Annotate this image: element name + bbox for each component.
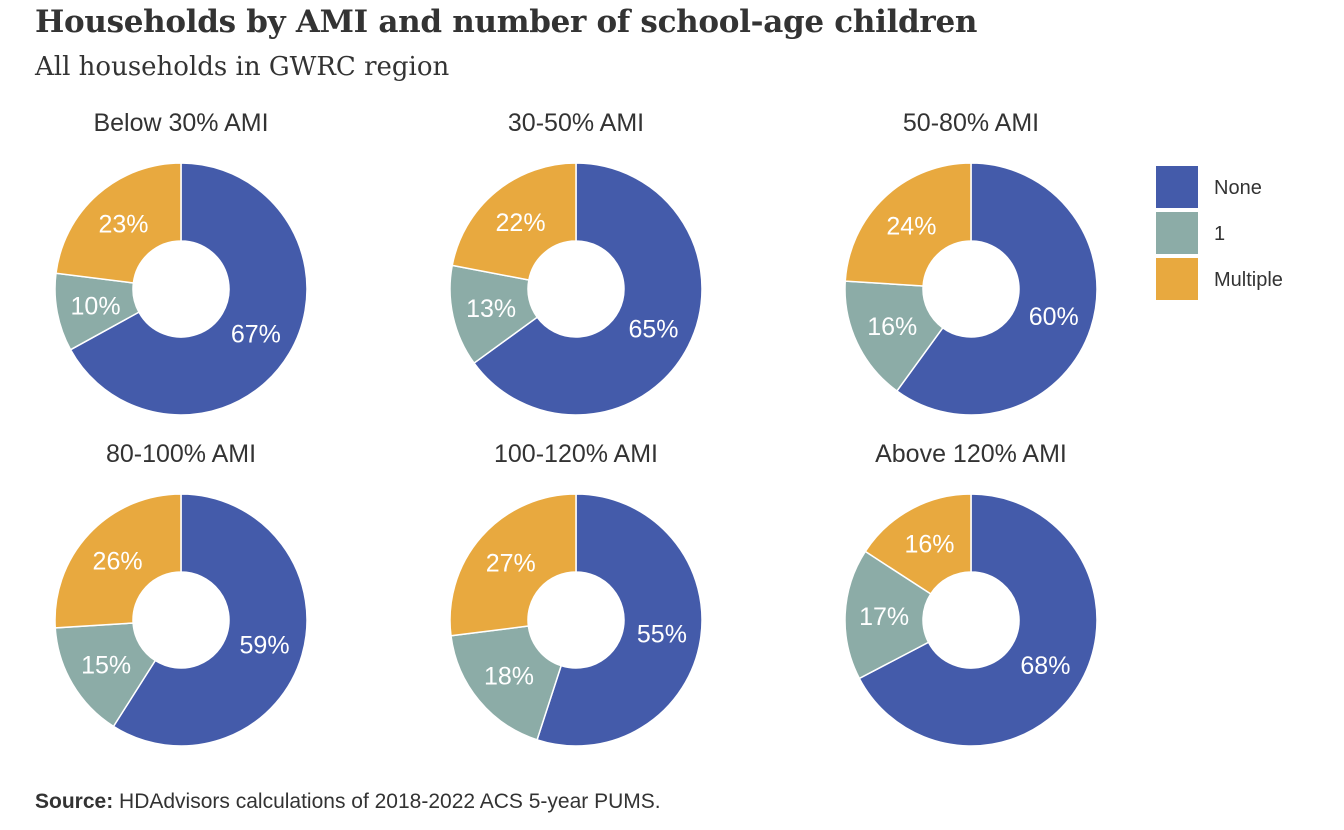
donut-chart-100-120-ami: 100-120% AMI 55% 18% 27% (449, 440, 703, 747)
slice-label-1: 15% (81, 651, 131, 679)
slice-none (895, 162, 1098, 416)
slice-multiple (844, 162, 972, 287)
donut-chart-below-30-ami: Below 30% AMI 67% 10% 23% (54, 109, 308, 416)
slice-label-none: 65% (628, 315, 678, 343)
legend-label-none: None (1214, 177, 1262, 199)
slice-multiple (449, 493, 577, 637)
slice-label-1: 10% (71, 292, 121, 320)
legend: None 1 Multiple (1156, 166, 1283, 300)
slice-multiple (54, 493, 182, 629)
slice-label-1: 13% (466, 295, 516, 323)
slice-label-none: 67% (231, 320, 281, 348)
slice-multiple (864, 493, 972, 595)
slice-1 (449, 264, 539, 365)
chart-subtitle: All households in GWRC region (35, 52, 450, 82)
chart-title: Households by AMI and number of school-a… (35, 4, 978, 40)
slice-none (536, 493, 703, 747)
panel-title: 100-120% AMI (494, 440, 658, 468)
legend-swatch-none (1156, 166, 1198, 208)
slice-label-multiple: 22% (496, 209, 546, 237)
legend-swatch-1 (1156, 212, 1198, 254)
panel-title: Above 120% AMI (875, 440, 1067, 468)
slice-none (112, 493, 308, 747)
slice-label-1: 17% (859, 603, 909, 631)
slice-label-1: 16% (867, 313, 917, 341)
slice-multiple (451, 162, 577, 281)
slice-none (473, 162, 703, 416)
legend-label-multiple: Multiple (1214, 269, 1283, 291)
slice-label-multiple: 16% (904, 531, 954, 559)
legend-swatch-multiple (1156, 258, 1198, 300)
donut-chart-80-100-ami: 80-100% AMI 59% 15% 26% (54, 440, 308, 747)
slice-label-none: 68% (1020, 652, 1070, 680)
slice-1 (54, 622, 157, 728)
slice-label-multiple: 23% (98, 211, 148, 239)
legend-label-1: 1 (1214, 223, 1225, 245)
source-text: HDAdvisors calculations of 2018-2022 ACS… (119, 790, 661, 813)
panel-title: Below 30% AMI (93, 109, 268, 137)
panel-title: 30-50% AMI (508, 109, 644, 137)
donut-chart-50-80-ami: 50-80% AMI 60% 16% 24% (844, 109, 1098, 416)
slice-label-none: 59% (240, 631, 290, 659)
slice-multiple (55, 162, 182, 284)
slice-label-multiple: 24% (886, 213, 936, 241)
slice-none (858, 493, 1098, 747)
slice-1 (844, 280, 944, 392)
donut-chart-above-120-ami: Above 120% AMI 68% 17% 16% (844, 440, 1098, 747)
slice-label-none: 55% (637, 621, 687, 649)
slice-1 (450, 625, 563, 741)
panel-title: 50-80% AMI (903, 109, 1039, 137)
source-label: Source: (35, 790, 114, 813)
slice-none (69, 162, 308, 416)
slice-label-1: 18% (484, 662, 534, 690)
slice-1 (844, 550, 932, 680)
panel-title: 80-100% AMI (106, 440, 256, 468)
slice-label-multiple: 27% (486, 549, 536, 577)
slice-label-multiple: 26% (93, 547, 143, 575)
donut-chart-30-50-ami: 30-50% AMI 65% 13% 22% (449, 109, 703, 416)
slice-label-none: 60% (1029, 303, 1079, 331)
source-note: Source: HDAdvisors calculations of 2018-… (35, 790, 661, 814)
